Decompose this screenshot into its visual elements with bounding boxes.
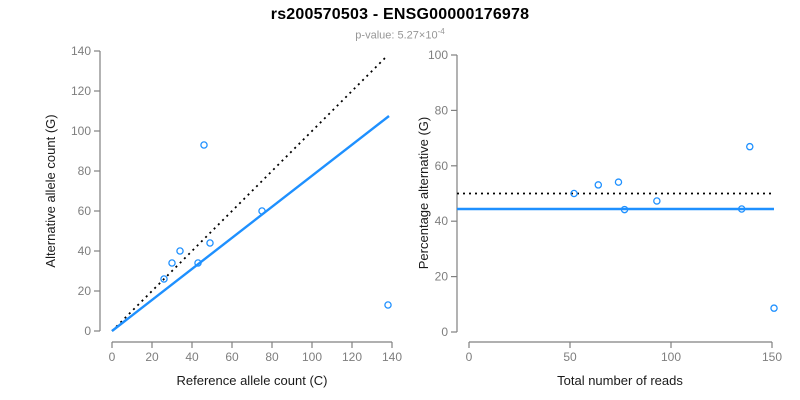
data-point <box>570 189 578 198</box>
chart-title: rs200570503 - ENSG00000176978 <box>270 6 530 23</box>
identity-line <box>111 55 388 332</box>
y-tick-label: 20 <box>435 270 449 284</box>
chart-header: rs200570503 - ENSG00000176978 p-value: 5… <box>0 0 800 42</box>
data-point <box>200 141 208 149</box>
right-plot: 0 20 40 60 80 100 0 50 100 150 Total number of rea… <box>416 48 782 388</box>
data-point <box>160 275 168 283</box>
x-tick-label: 100 <box>302 350 322 364</box>
y-tick-label: 100 <box>428 48 448 62</box>
y-tick-label: 100 <box>71 124 91 138</box>
x-axis-title: Reference allele count (C) <box>176 373 327 388</box>
data-point <box>746 142 754 151</box>
x-tick-label: 0 <box>466 350 473 364</box>
data-point <box>168 259 176 267</box>
data-point <box>258 207 266 215</box>
y-tick-label: 80 <box>435 103 449 117</box>
x-tick-label: 20 <box>145 350 159 364</box>
data-point <box>653 197 661 205</box>
x-axis-title: Total number of reads <box>557 373 683 388</box>
y-tick-label: 20 <box>78 284 92 298</box>
x-tick-label: 100 <box>661 350 681 364</box>
y-axis-title: Alternative allele count (G) <box>43 114 58 267</box>
y-tick-label: 120 <box>71 84 91 98</box>
data-point <box>384 301 392 309</box>
x-tick-label: 0 <box>109 350 116 364</box>
data-point <box>594 181 603 189</box>
data-point <box>614 178 623 186</box>
x-tick-label: 150 <box>762 350 782 364</box>
data-point <box>620 205 629 214</box>
left-plot: 0 20 40 60 80 100 120 140 0 20 40 60 80 100 120 140 Refe… <box>43 44 402 388</box>
x-tick-label: 80 <box>265 350 279 364</box>
data-point <box>770 304 778 312</box>
y-tick-label: 60 <box>435 159 449 173</box>
x-tick-label: 60 <box>225 350 239 364</box>
y-axis-title: Percentage alternative (G) <box>416 117 431 269</box>
y-tick-label: 40 <box>435 214 449 228</box>
data-point <box>737 205 746 213</box>
x-tick-label: 140 <box>382 350 402 364</box>
x-tick-label: 40 <box>185 350 199 364</box>
y-tick-label: 60 <box>78 204 92 218</box>
data-point <box>206 239 214 247</box>
p-value-exponent: -4 <box>437 27 445 36</box>
y-tick-label: 40 <box>78 244 92 258</box>
p-value-text: p-value: 5.27×10 <box>355 29 438 42</box>
fit-line <box>111 115 390 332</box>
y-tick-label: 0 <box>441 325 448 339</box>
data-point <box>176 247 184 255</box>
y-tick-label: 140 <box>71 44 91 58</box>
data-point <box>194 259 202 267</box>
x-tick-label: 120 <box>342 350 362 364</box>
chart-subtitle: p-value: 5.27×10-4 <box>0 27 800 42</box>
y-tick-label: 80 <box>78 164 92 178</box>
x-tick-label: 50 <box>563 350 577 364</box>
y-tick-label: 0 <box>84 324 91 338</box>
